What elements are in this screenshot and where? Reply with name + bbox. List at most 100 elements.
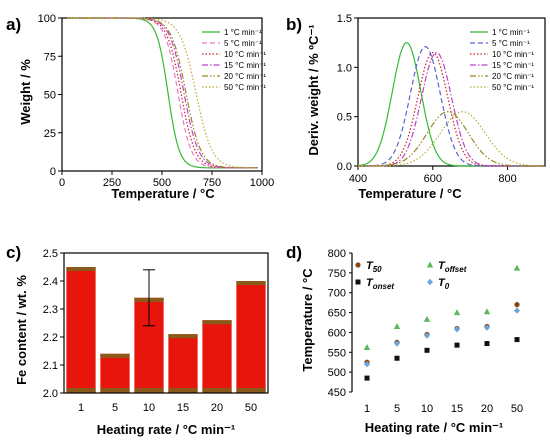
panel-d-data-point	[423, 315, 431, 322]
panel-d-ytick-label: 500	[328, 367, 346, 379]
panel-a-ytick-label: 75	[44, 51, 56, 63]
panel-d-ytick-label: 650	[328, 308, 346, 320]
panel-b-legend-label: 20 °C min⁻¹	[492, 72, 534, 81]
panel-b-legend-label: 5 °C min⁻¹	[492, 39, 530, 48]
panel-d-ytick-label: 700	[328, 288, 346, 300]
panel-label-c: c)	[6, 243, 21, 262]
panel-c-bar	[236, 281, 266, 393]
panel-a-xtick-label: 500	[153, 177, 171, 189]
panel-b-ytick-label: 0.0	[337, 161, 352, 173]
panel-d-ytick-label: 800	[328, 248, 346, 260]
panel-c-ytick-label: 2.5	[43, 248, 58, 260]
panel-b-xtick-label: 600	[424, 173, 442, 185]
panel-d-data-point	[514, 337, 520, 343]
panel-d-data-point	[514, 307, 520, 314]
panel-c-ytick-label: 2.4	[43, 276, 58, 288]
panel-d-ylabel: Temperature / °C	[300, 268, 315, 372]
panel-c-xtick-label: 1	[78, 402, 84, 414]
panel-d-legend-marker	[427, 278, 433, 286]
panel-c-bar	[202, 320, 232, 393]
panel-d-data-point	[514, 302, 520, 308]
panel-b-ytick-label: 0.5	[337, 112, 352, 124]
panel-d-xlabel: Heating rate / °C min⁻¹	[365, 420, 503, 435]
panel-c-xtick-label: 10	[143, 402, 155, 414]
panel-d-data-point	[454, 342, 460, 348]
panel-d-legend-label: T0	[438, 277, 450, 291]
panel-a-series-line	[67, 17, 258, 169]
panel-c-bar	[168, 334, 198, 393]
panel-a-ylabel: Weight / %	[18, 59, 33, 125]
panel-d-data-point	[394, 340, 400, 347]
panel-d-data-point	[483, 308, 491, 315]
panel-d-data-point	[424, 332, 430, 339]
panel-c-bar-cap	[202, 320, 232, 325]
panel-c-bar-cap	[66, 267, 96, 271]
panel-a-xtick-label: 750	[203, 177, 221, 189]
panel-d-xtick-label: 10	[421, 403, 433, 415]
panel-d-legend-marker	[355, 279, 361, 285]
panel-b-xtick-label: 800	[498, 173, 516, 185]
panel-label-b: b)	[286, 15, 302, 34]
panel-a-series-line	[67, 17, 258, 169]
panel-a-xtick-label: 0	[59, 177, 65, 189]
panel-b-xlabel: Temperature / °C	[358, 186, 462, 201]
panel-c-xlabel: Heating rate / °C min⁻¹	[97, 422, 235, 437]
panel-b-legend-label: 15 °C min⁻¹	[492, 61, 534, 70]
panel-d-xtick-label: 50	[511, 403, 523, 415]
panel-c-ytick-label: 2.2	[43, 332, 58, 344]
panel-d-legend-label: Tonset	[366, 277, 394, 291]
panel-c-bar-cap	[168, 334, 198, 339]
panel-b-legend-label: 50 °C min⁻¹	[492, 83, 534, 92]
panel-d-legend-marker	[426, 261, 434, 268]
panel-d-data-point	[364, 375, 370, 381]
panel-c-plot-frame	[63, 252, 269, 394]
panel-d-ytick-label: 750	[328, 268, 346, 280]
panel-c-ytick-label: 2.1	[43, 360, 58, 372]
panel-b-ytick-label: 1.0	[337, 62, 352, 74]
panel-a-xlabel: Temperature / °C	[111, 186, 215, 201]
panel-a-legend-label: 20 °C min⁻¹	[224, 72, 266, 81]
panel-d-xtick-label: 1	[364, 403, 370, 415]
panel-b-ytick-label: 1.5	[337, 13, 352, 25]
panel-label-d: d)	[286, 243, 302, 262]
panel-d-data-point	[453, 309, 461, 316]
panel-a-legend-label: 1 °C min⁻¹	[224, 28, 262, 37]
panel-b-plot-frame	[357, 17, 546, 167]
panel-a-xtick-label: 1000	[250, 177, 274, 189]
panel-d-data-point	[424, 347, 430, 353]
panel-d-legend-label: Toffset	[438, 260, 467, 274]
panel-d-data-point	[363, 344, 371, 351]
panel-c-bar-base	[134, 388, 164, 393]
panel-c-ytick-label: 2.0	[43, 388, 58, 400]
panel-a-legend-label: 10 °C min⁻¹	[224, 50, 266, 59]
panel-d-xtick-label: 15	[451, 403, 463, 415]
panel-a-xtick-label: 250	[103, 177, 121, 189]
panel-c-bar-base	[236, 388, 266, 393]
panel-b-ylabel: Deriv. weight / % ºC⁻¹	[306, 24, 321, 155]
panel-a-legend-label: 15 °C min⁻¹	[224, 61, 266, 70]
panel-d-data-point	[393, 322, 401, 329]
panel-b-series-line	[358, 111, 545, 167]
panel-a-ytick-label: 0	[50, 166, 56, 178]
panel-b-legend-label: 10 °C min⁻¹	[492, 50, 534, 59]
panel-c-xtick-label: 20	[211, 402, 223, 414]
panel-c-bar-cap	[100, 353, 130, 358]
panel-a-ytick-label: 25	[44, 128, 56, 140]
panel-d-data-point	[484, 341, 490, 347]
panel-b-legend-label: 1 °C min⁻¹	[492, 28, 530, 37]
panel-c-bar-base	[168, 388, 198, 393]
panel-d-xtick-label: 20	[481, 403, 493, 415]
panel-d-ytick-label: 550	[328, 347, 346, 359]
panel-c-xtick-label: 5	[112, 402, 118, 414]
panel-d-data-point	[513, 264, 521, 271]
panel-d-ytick-label: 450	[328, 387, 346, 399]
panel-d-data-point	[364, 361, 370, 368]
panel-d-xtick-label: 5	[394, 403, 400, 415]
panel-b-series-line	[358, 111, 545, 167]
panel-d-legend-marker	[355, 262, 361, 268]
panel-c-bar	[66, 267, 96, 393]
panel-a-ytick-label: 50	[44, 90, 56, 102]
panel-d-data-point	[484, 324, 490, 331]
panel-c-bar-base	[66, 388, 96, 393]
